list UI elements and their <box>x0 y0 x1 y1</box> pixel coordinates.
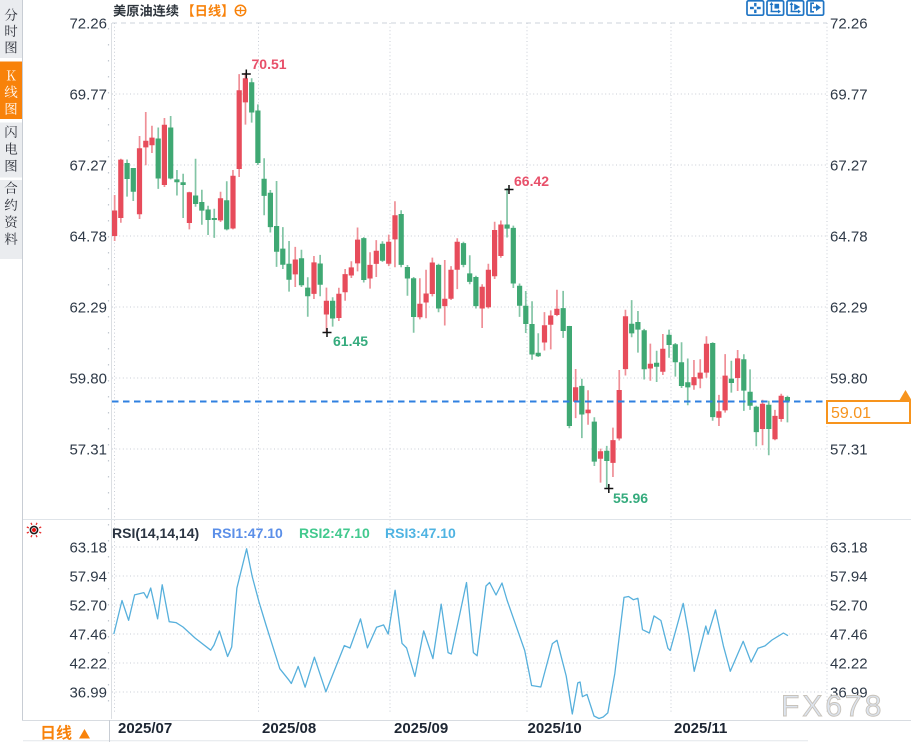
svg-text:2025/07: 2025/07 <box>118 720 172 737</box>
svg-text:64.78: 64.78 <box>69 229 107 246</box>
svg-text:47.46: 47.46 <box>69 627 107 644</box>
svg-text:RSI3:47.10: RSI3:47.10 <box>385 525 456 541</box>
svg-text:69.77: 69.77 <box>69 87 107 104</box>
svg-text:2025/10: 2025/10 <box>528 720 582 737</box>
svg-text:36.99: 36.99 <box>69 685 107 702</box>
svg-text:72.26: 72.26 <box>830 16 868 33</box>
svg-text:RSI2:47.10: RSI2:47.10 <box>299 525 370 541</box>
svg-text:62.29: 62.29 <box>830 300 868 317</box>
svg-text:RSI(14,14,14): RSI(14,14,14) <box>112 525 199 541</box>
svg-text:42.22: 42.22 <box>69 656 107 673</box>
svg-text:66.42: 66.42 <box>514 173 549 189</box>
svg-text:62.29: 62.29 <box>69 300 107 317</box>
svg-text:47.46: 47.46 <box>830 627 868 644</box>
svg-text:59.80: 59.80 <box>830 371 868 388</box>
svg-text:2025/08: 2025/08 <box>262 720 316 737</box>
svg-text:57.94: 57.94 <box>69 569 107 586</box>
svg-text:61.45: 61.45 <box>333 333 368 349</box>
svg-text:69.77: 69.77 <box>830 87 868 104</box>
svg-text:57.31: 57.31 <box>830 442 868 459</box>
svg-text:52.70: 52.70 <box>69 598 107 615</box>
svg-text:67.27: 67.27 <box>830 158 868 175</box>
svg-text:63.18: 63.18 <box>830 540 868 557</box>
svg-text:57.31: 57.31 <box>69 442 107 459</box>
svg-text:64.78: 64.78 <box>830 229 868 246</box>
svg-text:63.18: 63.18 <box>69 540 107 557</box>
svg-text:59.01: 59.01 <box>831 405 871 422</box>
svg-text:57.94: 57.94 <box>830 569 868 586</box>
svg-text:2025/09: 2025/09 <box>394 720 448 737</box>
svg-text:70.51: 70.51 <box>252 56 287 72</box>
svg-text:67.27: 67.27 <box>69 158 107 175</box>
svg-text:2025/11: 2025/11 <box>674 720 727 737</box>
svg-text:59.80: 59.80 <box>69 371 107 388</box>
svg-text:52.70: 52.70 <box>830 598 868 615</box>
svg-text:42.22: 42.22 <box>830 656 868 673</box>
svg-text:FX678: FX678 <box>781 690 884 723</box>
svg-text:RSI1:47.10: RSI1:47.10 <box>212 525 283 541</box>
svg-text:36.99: 36.99 <box>830 685 868 702</box>
svg-text:72.26: 72.26 <box>69 16 107 33</box>
svg-text:55.96: 55.96 <box>613 490 648 506</box>
